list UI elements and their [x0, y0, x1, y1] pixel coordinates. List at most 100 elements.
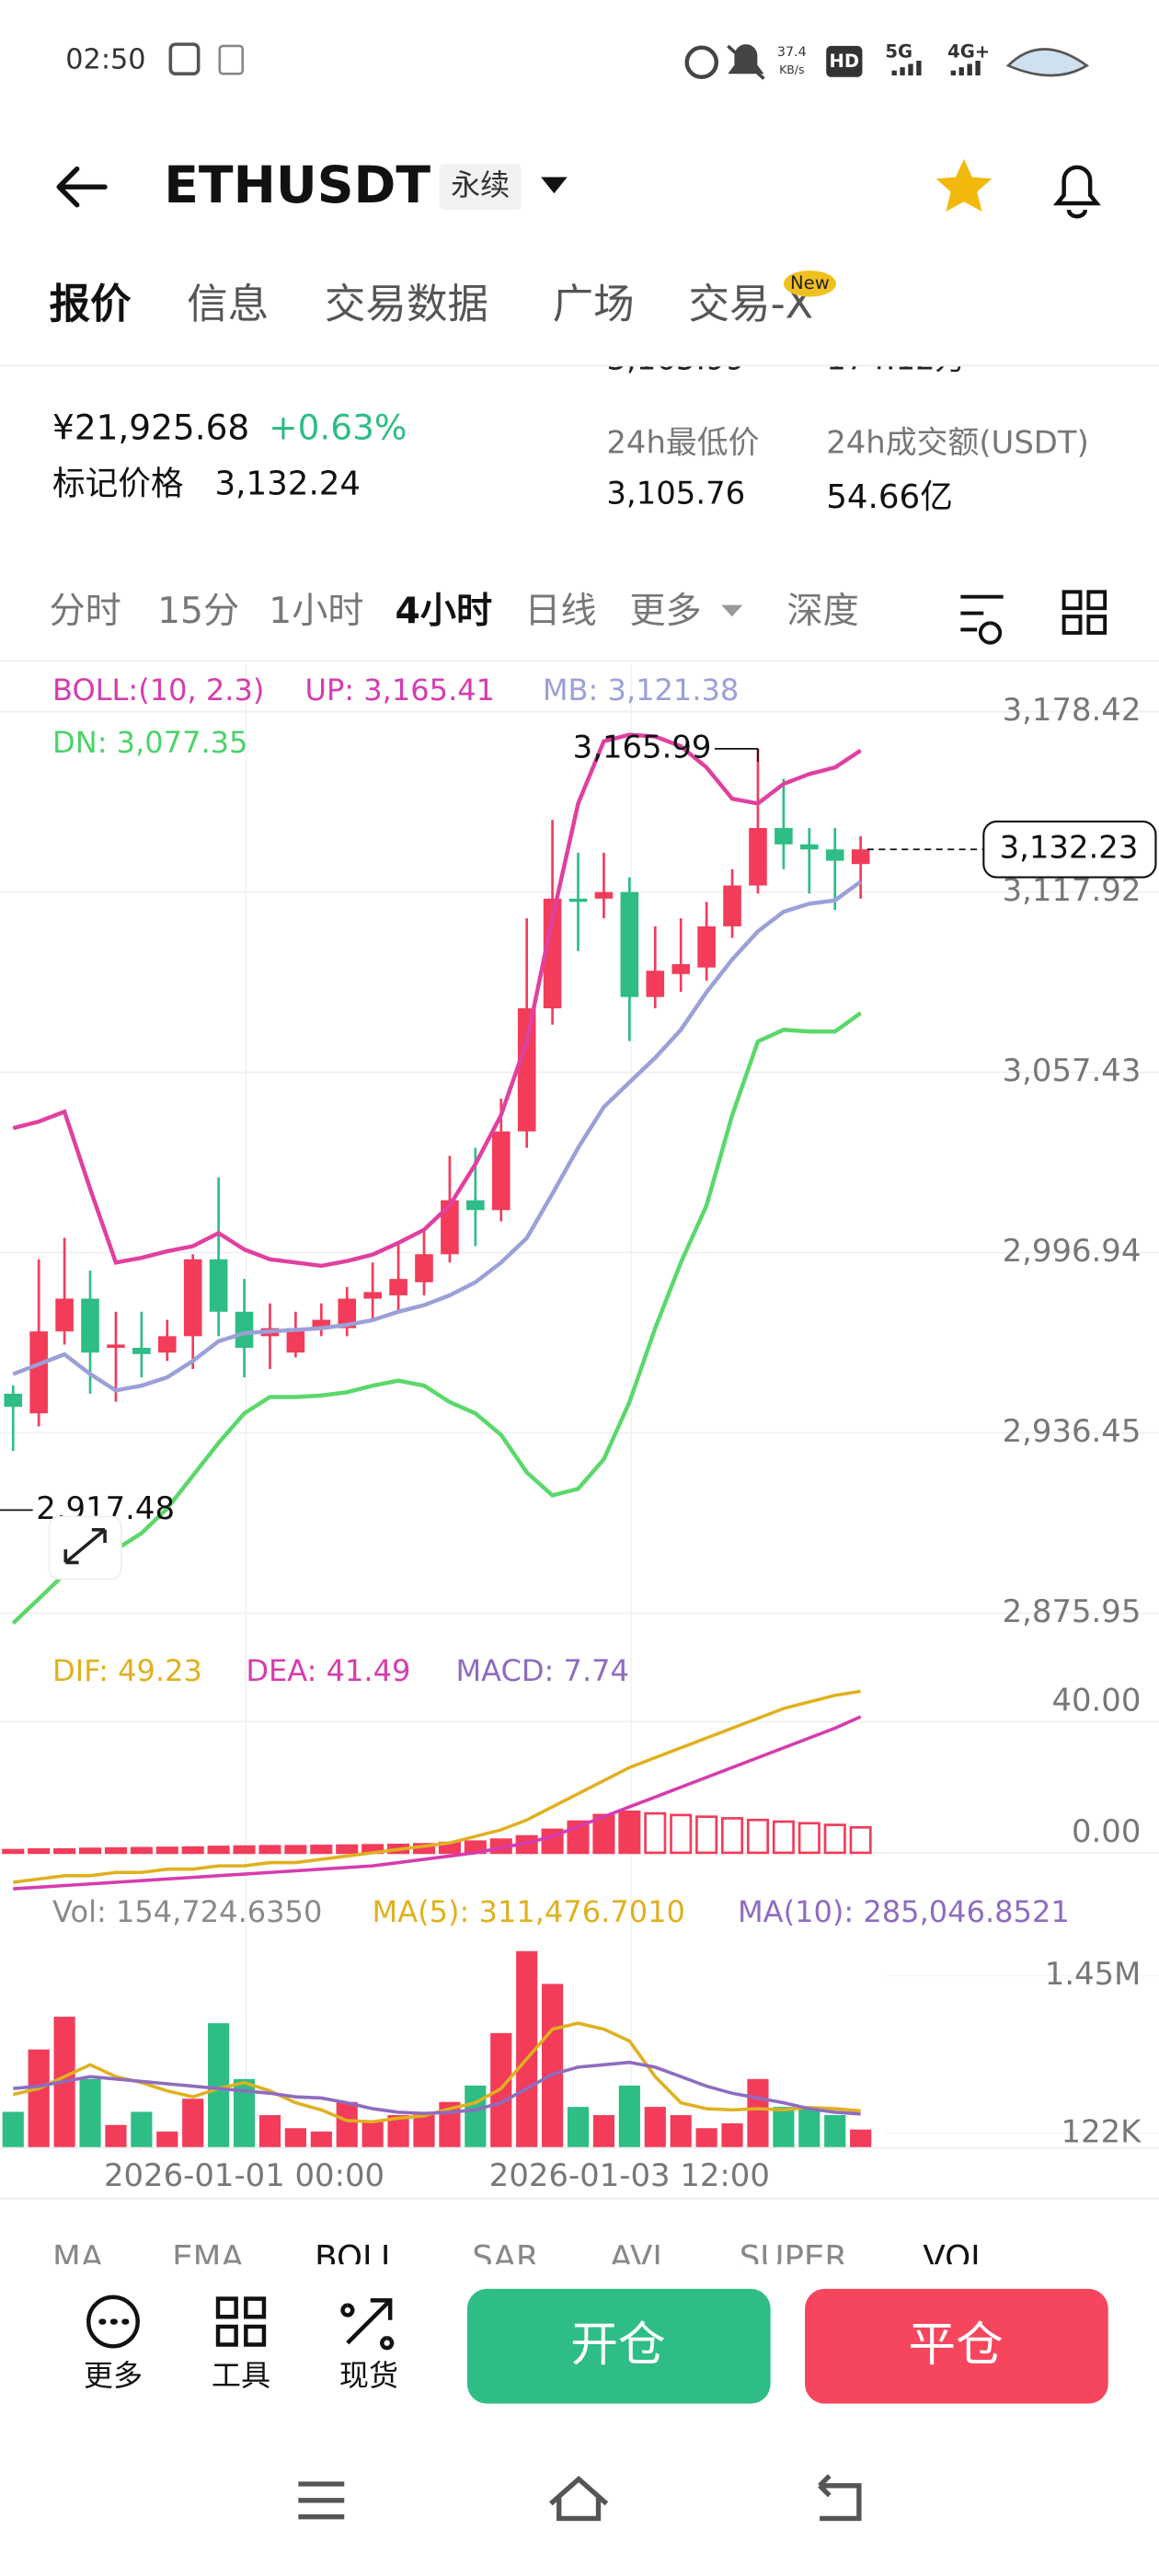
interval[interactable]: 1小时: [269, 591, 363, 632]
candle-body: [81, 1298, 99, 1353]
tools-icon[interactable]: [215, 2296, 267, 2347]
nav-back[interactable]: [818, 2474, 862, 2522]
tab[interactable]: 信息: [187, 280, 269, 328]
more-icon[interactable]: [86, 2294, 140, 2349]
spot-label[interactable]: 现货: [339, 2358, 398, 2393]
close-button[interactable]: [805, 2288, 1108, 2404]
symbol-dropdown[interactable]: [541, 177, 568, 194]
interval[interactable]: 深度: [786, 591, 858, 632]
volume-bar: [747, 2078, 769, 2148]
macd-bar: [28, 1847, 51, 1855]
turnover-label: 24h成交额(USDT): [826, 424, 1089, 460]
candle-body: [775, 827, 793, 845]
sim2: 4G+: [947, 41, 990, 63]
chart-settings[interactable]: [960, 594, 1004, 645]
price-change: +0.63%: [269, 407, 407, 447]
mute-icon: [727, 44, 765, 80]
volume-bar: [490, 2032, 512, 2148]
volume-bar: [824, 2115, 846, 2148]
nav-home[interactable]: [549, 2476, 609, 2522]
layout-button[interactable]: [1061, 590, 1107, 635]
cny-price: ¥21,925.68: [52, 407, 249, 447]
back-button[interactable]: [56, 166, 108, 208]
volume-bar: [773, 2107, 795, 2148]
candle-body: [4, 1393, 23, 1408]
high-label: 3,165.99: [573, 729, 712, 765]
interval[interactable]: 15分: [157, 591, 239, 632]
candle-body: [209, 1259, 228, 1312]
interval[interactable]: 更多: [629, 591, 701, 632]
signal: [891, 60, 922, 75]
candle-body: [543, 898, 562, 1008]
more-dropdown[interactable]: [721, 604, 743, 617]
nav-menu[interactable]: [298, 2481, 345, 2520]
volume-bar: [28, 2049, 50, 2148]
last-price-label: 3,132.23: [1000, 830, 1139, 866]
boll-line: [12, 732, 862, 1269]
macd-bar: [104, 1846, 127, 1855]
candle-body: [466, 1200, 485, 1211]
boll-line: [12, 880, 862, 1393]
tools-label[interactable]: 工具: [212, 2358, 270, 2393]
y-tick-label: 2,996.94: [1003, 1233, 1142, 1269]
y-tick-label: 3,057.43: [1003, 1052, 1142, 1088]
interval[interactable]: 日线: [524, 591, 596, 632]
candle-body: [107, 1344, 125, 1349]
macd-bar: [181, 1846, 204, 1855]
y-tick-label: 2,875.95: [1003, 1593, 1142, 1629]
candle-body: [594, 891, 614, 899]
signal: [950, 60, 981, 75]
hd-text: HD: [829, 51, 859, 72]
open-button[interactable]: [466, 2288, 771, 2404]
low-label: 24h最低价: [606, 424, 759, 460]
volume-bar: [336, 2101, 358, 2148]
volume-bar: [618, 2085, 640, 2148]
macd-bar: [258, 1845, 281, 1855]
legend-item: MACD: 7.74: [455, 1653, 629, 1688]
spot-icon[interactable]: [340, 2298, 395, 2351]
interval[interactable]: 分时: [49, 591, 120, 632]
contract-tag: [439, 164, 522, 211]
favorite-star[interactable]: [935, 158, 993, 212]
volume-bar: [2, 2111, 24, 2148]
candle-body: [620, 891, 639, 997]
macd-bar: [644, 1811, 667, 1855]
volume-bar: [387, 2115, 409, 2148]
legend-item: MA(5): 311,476.7010: [373, 1894, 685, 1929]
legend-item: UP: 3,165.41: [304, 673, 495, 707]
battery-fish: [1005, 48, 1090, 77]
tab[interactable]: 交易数据: [325, 280, 488, 328]
status-time: 02:50: [65, 43, 145, 75]
alert-bell[interactable]: [1052, 165, 1101, 219]
new-badge-text: New: [790, 272, 830, 293]
candle-body: [646, 971, 665, 997]
candle-body: [749, 827, 767, 886]
sim1: 5G: [885, 41, 912, 63]
volume-bar: [542, 1984, 564, 2148]
volume-bar: [284, 2128, 306, 2148]
volume-bar: [233, 2078, 256, 2148]
candle-body: [723, 885, 741, 926]
status-icon: [168, 42, 201, 75]
interval[interactable]: 4小时: [396, 591, 493, 632]
low-value: 3,105.76: [606, 476, 745, 512]
candle-body: [415, 1254, 433, 1282]
tab[interactable]: 广场: [553, 280, 635, 328]
candle-body: [312, 1319, 331, 1328]
x-tick-label: 2026-01-03 12:00: [489, 2157, 770, 2193]
volume-bar: [182, 2099, 204, 2148]
status-icon: [218, 44, 245, 75]
legend-item: Vol: 154,724.6350: [52, 1894, 322, 1929]
candle-body: [671, 964, 690, 974]
volume-bar: [516, 1950, 538, 2148]
more-label[interactable]: 更多: [84, 2358, 143, 2393]
candle-body: [800, 844, 819, 850]
macd-bar: [284, 1845, 307, 1855]
candle-body: [55, 1298, 74, 1332]
tab[interactable]: 报价: [49, 280, 132, 328]
candle-body: [491, 1131, 511, 1211]
macd-bar: [130, 1846, 153, 1855]
candle-body: [697, 926, 716, 968]
